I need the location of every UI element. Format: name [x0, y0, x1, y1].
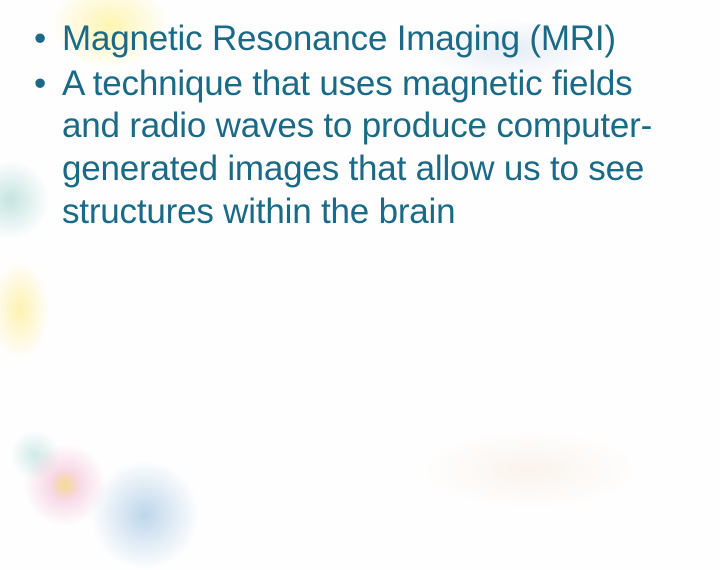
slide-content: Magnetic Resonance Imaging (MRI) A techn…: [0, 0, 720, 233]
decoration-warm-smudge-bottom-right: [420, 430, 640, 510]
bullet-list: Magnetic Resonance Imaging (MRI) A techn…: [28, 18, 660, 233]
bullet-text: Magnetic Resonance Imaging (MRI): [62, 19, 616, 58]
decoration-blue-circle-bottom: [90, 460, 200, 570]
bullet-text: A technique that uses magnetic fields an…: [62, 64, 652, 231]
decoration-yellow-splash-left: [0, 260, 50, 360]
bullet-item: Magnetic Resonance Imaging (MRI): [28, 18, 660, 61]
bullet-item: A technique that uses magnetic fields an…: [28, 63, 660, 234]
